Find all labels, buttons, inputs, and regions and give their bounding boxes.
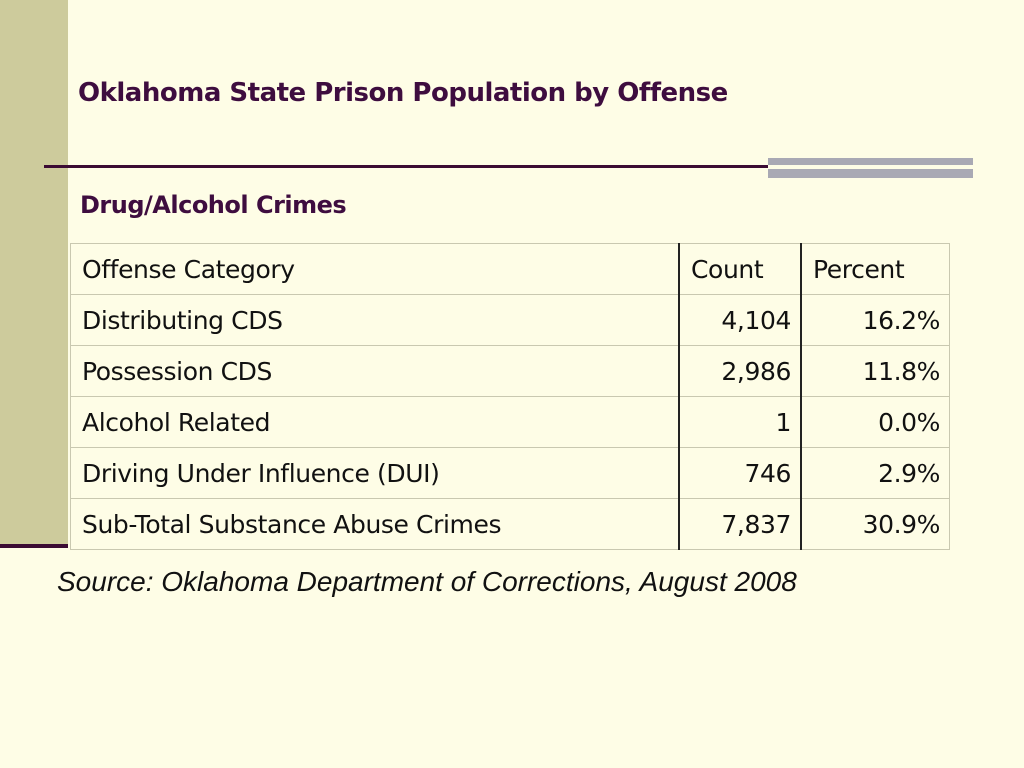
count-cell: 2,986: [678, 345, 802, 397]
offense-category-cell: Driving Under Influence (DUI): [70, 447, 680, 499]
percent-cell: 0.0%: [800, 396, 950, 448]
table-row: Distributing CDS 4,104 16.2%: [70, 294, 950, 346]
table-row: Possession CDS 2,986 11.8%: [70, 345, 950, 397]
title-divider-line: [44, 165, 768, 168]
table-header-row: Offense Category Count Percent: [70, 243, 950, 295]
percent-cell: 2.9%: [800, 447, 950, 499]
count-cell: 1: [678, 396, 802, 448]
percent-cell: 16.2%: [800, 294, 950, 346]
percent-cell: 11.8%: [800, 345, 950, 397]
offense-table: Offense Category Count Percent Distribut…: [70, 243, 950, 550]
offense-category-cell: Alcohol Related: [70, 396, 680, 448]
header-offense-category: Offense Category: [70, 243, 680, 295]
source-citation: Source: Oklahoma Department of Correctio…: [57, 566, 797, 597]
slide-subtitle: Drug/Alcohol Crimes: [80, 191, 347, 219]
table-row: Driving Under Influence (DUI) 746 2.9%: [70, 447, 950, 499]
table-row-subtotal: Sub-Total Substance Abuse Crimes 7,837 3…: [70, 498, 950, 550]
count-cell: 7,837: [678, 498, 802, 550]
header-count: Count: [678, 243, 802, 295]
slide-title: Oklahoma State Prison Population by Offe…: [78, 78, 728, 108]
title-divider-grey-stripes: [768, 158, 973, 180]
left-accent-bar-underline: [0, 544, 68, 548]
table-row: Alcohol Related 1 0.0%: [70, 396, 950, 448]
percent-cell: 30.9%: [800, 498, 950, 550]
count-cell: 4,104: [678, 294, 802, 346]
header-percent: Percent: [800, 243, 950, 295]
offense-category-cell: Possession CDS: [70, 345, 680, 397]
left-accent-bar: [0, 0, 68, 546]
count-cell: 746: [678, 447, 802, 499]
offense-category-cell: Distributing CDS: [70, 294, 680, 346]
offense-category-cell: Sub-Total Substance Abuse Crimes: [70, 498, 680, 550]
